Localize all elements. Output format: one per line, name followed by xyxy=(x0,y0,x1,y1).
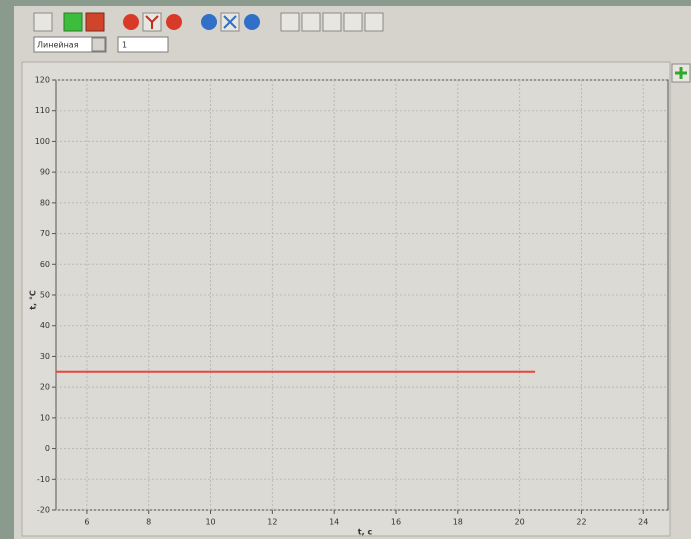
y-tick-label: -10 xyxy=(37,475,50,484)
tool-button[interactable] xyxy=(343,12,363,32)
y-axis-label: t, °C xyxy=(29,290,38,310)
y-tick-label: 100 xyxy=(35,137,50,146)
value-text: 1 xyxy=(122,41,127,50)
y-tick-label: 40 xyxy=(40,321,50,330)
value-input[interactable] xyxy=(117,36,169,53)
add-icon xyxy=(675,67,687,79)
x-axis-label: t, c xyxy=(358,528,373,537)
toolbar: Линейная 1 xyxy=(33,12,384,53)
x-tick-label: 12 xyxy=(267,518,277,527)
y-minus-button[interactable] xyxy=(123,14,139,30)
x-tick-label: 18 xyxy=(453,518,463,527)
chart: -20 -10 0 10 20 30 40 50 60 70 80 90 100 110 120 6 8 10 12… xyxy=(35,76,668,527)
list-button[interactable] xyxy=(33,12,53,32)
tool-button[interactable] xyxy=(301,12,321,32)
x-tick-label: 10 xyxy=(205,518,215,527)
y-tick-label: 90 xyxy=(40,168,50,177)
y-tick-label: 10 xyxy=(40,413,50,422)
y-tick-label: 110 xyxy=(35,106,50,115)
red-button[interactable] xyxy=(85,12,105,32)
x-minus-button[interactable] xyxy=(201,14,217,30)
tool-button[interactable] xyxy=(322,12,342,32)
mode-text: Линейная xyxy=(37,41,79,50)
y-tick-label: -20 xyxy=(37,506,50,515)
y-tick-label: 80 xyxy=(40,198,50,207)
x-icon xyxy=(223,15,237,29)
dropdown-arrow[interactable] xyxy=(91,37,106,52)
x-tick-label: 16 xyxy=(391,518,401,527)
y-icon xyxy=(145,15,159,29)
y-plus-button[interactable] xyxy=(166,14,182,30)
x-tick-label: 14 xyxy=(329,518,339,527)
mode-dropdown[interactable] xyxy=(33,36,107,53)
y-tick-label: 20 xyxy=(40,383,50,392)
y-tick-label: 60 xyxy=(40,260,50,269)
y-tick-label: 0 xyxy=(45,444,50,453)
y-tick-label: 30 xyxy=(40,352,50,361)
x-tick-label: 20 xyxy=(515,518,525,527)
y-tick-label: 70 xyxy=(40,229,50,238)
x-tick-label: 8 xyxy=(146,518,151,527)
tool-button[interactable] xyxy=(364,12,384,32)
tool-button[interactable] xyxy=(280,12,300,32)
x-tick-label: 6 xyxy=(84,518,89,527)
x-tick-label: 22 xyxy=(576,518,586,527)
y-tick-label: 120 xyxy=(35,76,50,85)
green-button[interactable] xyxy=(63,12,83,32)
x-tick-label: 24 xyxy=(638,518,648,527)
x-plus-button[interactable] xyxy=(244,14,260,30)
y-tick-label: 50 xyxy=(40,291,50,300)
